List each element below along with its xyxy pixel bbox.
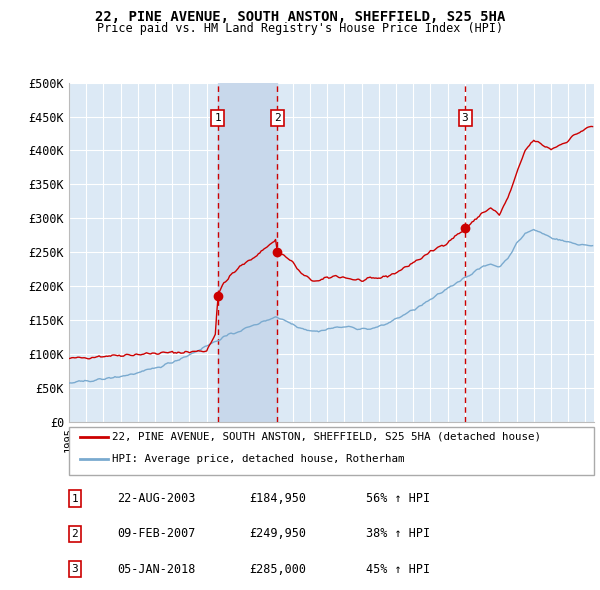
Text: £184,950: £184,950: [249, 492, 306, 505]
Text: 22, PINE AVENUE, SOUTH ANSTON, SHEFFIELD, S25 5HA: 22, PINE AVENUE, SOUTH ANSTON, SHEFFIELD…: [95, 10, 505, 24]
Text: 56% ↑ HPI: 56% ↑ HPI: [366, 492, 430, 505]
Text: £249,950: £249,950: [249, 527, 306, 540]
Text: 45% ↑ HPI: 45% ↑ HPI: [366, 563, 430, 576]
Text: 2: 2: [71, 529, 79, 539]
Text: HPI: Average price, detached house, Rotherham: HPI: Average price, detached house, Roth…: [112, 454, 404, 464]
Text: £285,000: £285,000: [249, 563, 306, 576]
Text: 05-JAN-2018: 05-JAN-2018: [117, 563, 196, 576]
Text: 3: 3: [461, 113, 469, 123]
Text: 09-FEB-2007: 09-FEB-2007: [117, 527, 196, 540]
Text: Price paid vs. HM Land Registry's House Price Index (HPI): Price paid vs. HM Land Registry's House …: [97, 22, 503, 35]
Text: 38% ↑ HPI: 38% ↑ HPI: [366, 527, 430, 540]
Text: 1: 1: [214, 113, 221, 123]
Text: 1: 1: [71, 494, 79, 503]
Bar: [218, 83, 277, 422]
Text: 22, PINE AVENUE, SOUTH ANSTON, SHEFFIELD, S25 5HA (detached house): 22, PINE AVENUE, SOUTH ANSTON, SHEFFIELD…: [112, 432, 541, 442]
Text: 3: 3: [71, 565, 79, 574]
Text: 2: 2: [274, 113, 281, 123]
Text: 22-AUG-2003: 22-AUG-2003: [117, 492, 196, 505]
